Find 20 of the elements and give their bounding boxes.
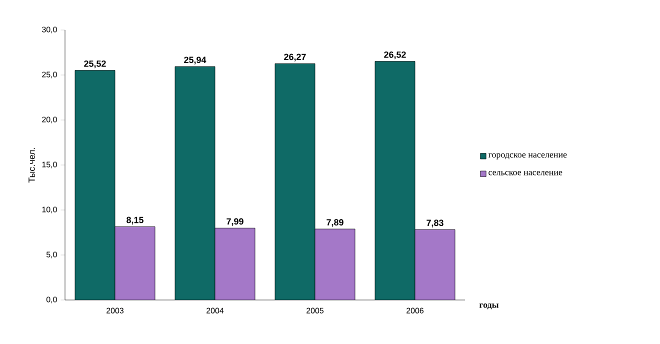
data-label: 25,52 [84,60,106,68]
data-label: 25,94 [184,56,206,64]
data-label: 7,89 [326,219,344,227]
data-label: 26,27 [284,54,306,62]
data-label: 26,52 [384,51,406,60]
bar [215,228,255,300]
data-label: 7,83 [426,220,444,228]
bar [115,226,155,300]
data-label: 8,15 [126,216,144,224]
legend-label: сельское население [488,170,562,176]
bar [75,70,115,300]
bar [175,66,215,300]
bar [374,61,416,300]
y-axis-title: Тыс.чел. [28,148,35,183]
bar [414,229,456,300]
x-axis-title: годы [479,304,499,310]
bar [315,228,355,300]
legend-label: городское население [488,153,567,160]
bar [275,64,315,300]
data-label: 7,99 [226,218,244,226]
